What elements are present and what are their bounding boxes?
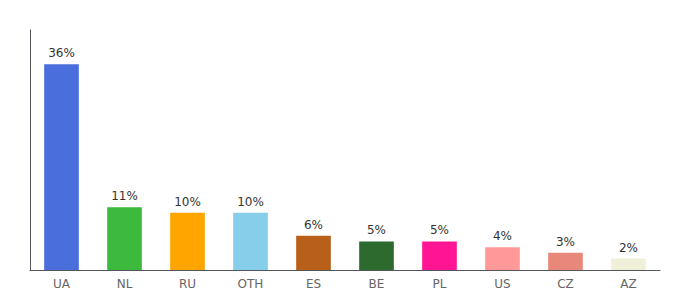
svg-text:11%: 11% [111, 189, 138, 203]
svg-text:AZ: AZ [620, 277, 636, 291]
svg-text:36%: 36% [48, 46, 75, 60]
svg-text:NL: NL [117, 277, 133, 291]
svg-text:RU: RU [179, 277, 196, 291]
svg-text:ES: ES [306, 277, 321, 291]
svg-text:US: US [494, 277, 510, 291]
svg-text:6%: 6% [304, 218, 323, 232]
svg-text:5%: 5% [367, 223, 386, 237]
svg-text:BE: BE [369, 277, 385, 291]
svg-text:4%: 4% [493, 229, 512, 243]
svg-text:5%: 5% [430, 223, 449, 237]
svg-text:CZ: CZ [557, 277, 574, 291]
svg-text:10%: 10% [237, 195, 264, 209]
svg-text:3%: 3% [556, 235, 575, 249]
svg-text:2%: 2% [619, 241, 638, 255]
svg-text:PL: PL [433, 277, 447, 291]
svg-text:OTH: OTH [238, 277, 264, 291]
svg-text:10%: 10% [174, 195, 201, 209]
svg-text:UA: UA [53, 277, 71, 291]
